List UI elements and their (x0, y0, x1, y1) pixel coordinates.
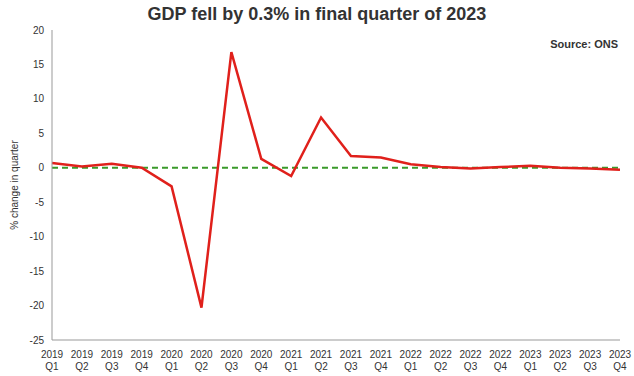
svg-text:2019Q4: 2019Q4 (131, 349, 154, 372)
svg-text:-15: -15 (30, 266, 45, 277)
svg-text:-20: -20 (30, 300, 45, 311)
svg-text:2023Q4: 2023Q4 (609, 349, 632, 372)
svg-text:15: 15 (33, 59, 45, 70)
svg-text:2019Q1: 2019Q1 (41, 349, 64, 372)
svg-text:5: 5 (38, 128, 44, 139)
svg-text:2020Q1: 2020Q1 (160, 349, 183, 372)
svg-text:2019Q2: 2019Q2 (71, 349, 94, 372)
svg-text:2020Q3: 2020Q3 (220, 349, 243, 372)
svg-text:-10: -10 (30, 231, 45, 242)
svg-text:2021Q2: 2021Q2 (310, 349, 333, 372)
svg-text:2022Q2: 2022Q2 (430, 349, 453, 372)
svg-text:2022Q3: 2022Q3 (459, 349, 482, 372)
html-text:Source: ONS: Source: ONS (550, 38, 618, 50)
svg-text:-25: -25 (30, 335, 45, 346)
svg-text:2021Q1: 2021Q1 (280, 349, 303, 372)
svg-text:2023Q1: 2023Q1 (519, 349, 542, 372)
svg-text:2021Q3: 2021Q3 (340, 349, 363, 372)
svg-text:% change in quarter: % change in quarter (9, 140, 20, 230)
svg-text:0: 0 (38, 162, 44, 173)
svg-text:20: 20 (33, 25, 45, 36)
svg-text:2020Q2: 2020Q2 (190, 349, 213, 372)
svg-text:2023Q2: 2023Q2 (549, 349, 572, 372)
svg-text:2023Q3: 2023Q3 (579, 349, 602, 372)
svg-text:2019Q3: 2019Q3 (101, 349, 124, 372)
html-text:GDP fell by 0.3% in final quar: GDP fell by 0.3% in final quarter of 202… (147, 4, 487, 24)
svg-text:-5: -5 (35, 197, 44, 208)
svg-text:2020Q4: 2020Q4 (250, 349, 273, 372)
svg-text:2022Q4: 2022Q4 (489, 349, 512, 372)
svg-text:2021Q4: 2021Q4 (370, 349, 393, 372)
svg-text:10: 10 (33, 93, 45, 104)
svg-text:2022Q1: 2022Q1 (400, 349, 423, 372)
